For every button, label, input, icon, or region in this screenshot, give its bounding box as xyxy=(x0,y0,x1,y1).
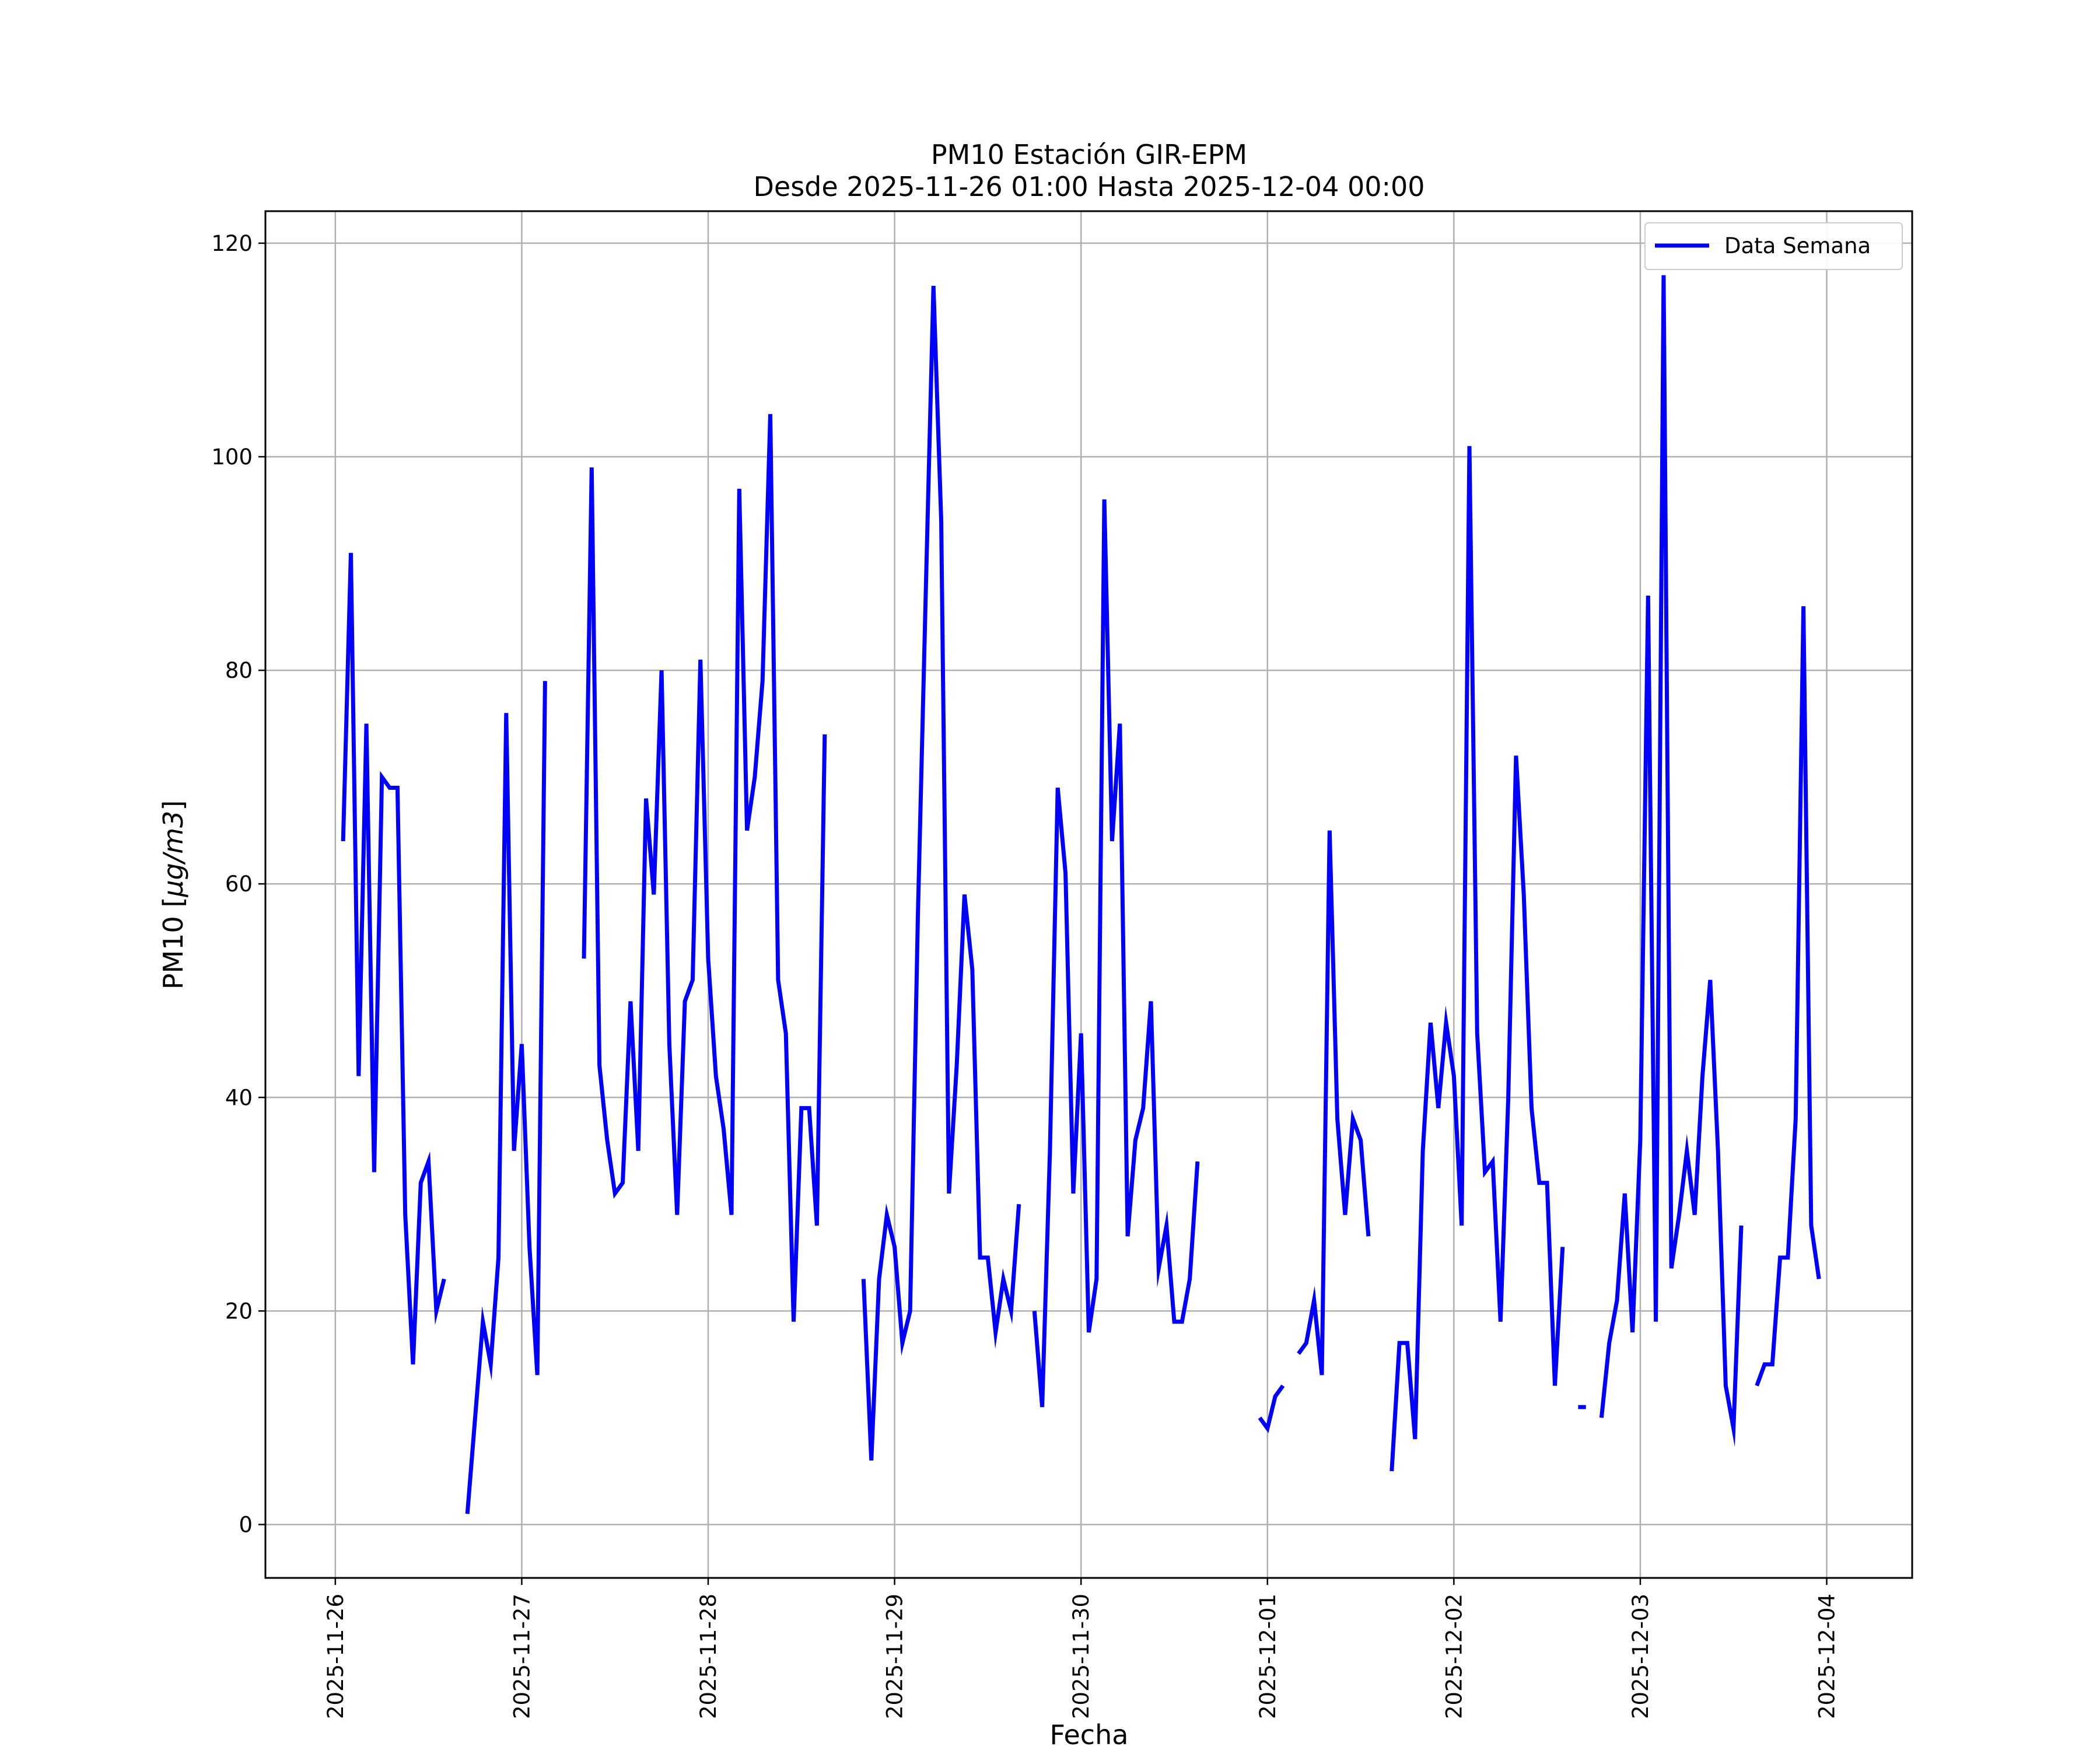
y-axis-label-prefix: PM10 [ xyxy=(158,897,189,990)
chart-subtitle: Desde 2025-11-26 01:00 Hasta 2025-12-04 … xyxy=(753,171,1424,202)
series-line-segment xyxy=(1390,446,1565,1472)
series-line-segment xyxy=(465,681,547,1514)
y-tick-label: 100 xyxy=(211,444,253,470)
series-line-segment xyxy=(1755,606,1821,1387)
series-line-segment xyxy=(1297,830,1371,1376)
y-tick-label: 120 xyxy=(211,231,253,256)
series-line-segment xyxy=(1599,275,1744,1447)
chart-title: PM10 Estación GIR-EPM xyxy=(931,139,1247,170)
y-axis-label-suffix: ] xyxy=(158,800,189,811)
data-series-lines xyxy=(341,275,1821,1514)
x-tick-label: 2025-12-02 xyxy=(1441,1594,1466,1719)
x-tick-label: 2025-12-03 xyxy=(1628,1594,1653,1719)
series-line-segment xyxy=(1258,1384,1285,1433)
x-axis-label: Fecha xyxy=(1050,1719,1129,1750)
legend-box xyxy=(1644,222,1903,270)
y-tick-label: 80 xyxy=(225,658,253,683)
x-tick-label: 2025-11-30 xyxy=(1069,1594,1094,1719)
series-line-segment xyxy=(861,285,1021,1461)
y-tick-label: 40 xyxy=(225,1085,253,1110)
series-line-segment xyxy=(1032,499,1200,1408)
series-line-segment xyxy=(582,414,827,1322)
x-tick-label: 2025-11-27 xyxy=(509,1594,534,1719)
series-line-segment xyxy=(341,552,446,1365)
legend: Data Semana xyxy=(1644,222,1903,270)
y-axis-label: PM10 [μg/m3] xyxy=(158,800,189,990)
y-axis-label-unit: μg/m3 xyxy=(158,811,189,898)
x-tick-label: 2025-11-26 xyxy=(323,1594,348,1719)
x-tick-label: 2025-12-04 xyxy=(1815,1594,1840,1719)
y-tick-label: 20 xyxy=(225,1298,253,1324)
y-tick-label: 0 xyxy=(239,1512,253,1537)
x-tick-label: 2025-11-28 xyxy=(696,1594,721,1719)
axis-ticks: 0 20 40 60 80 100 120 2025-11-26 2025-11-27 2025-… xyxy=(211,231,1839,1719)
x-tick-label: 2025-11-29 xyxy=(883,1594,908,1719)
x-tick-label: 2025-12-01 xyxy=(1255,1594,1280,1719)
plot-frame xyxy=(264,210,1913,1579)
y-tick-label: 60 xyxy=(225,872,253,897)
legend-label: Data Semana xyxy=(1724,233,1871,258)
